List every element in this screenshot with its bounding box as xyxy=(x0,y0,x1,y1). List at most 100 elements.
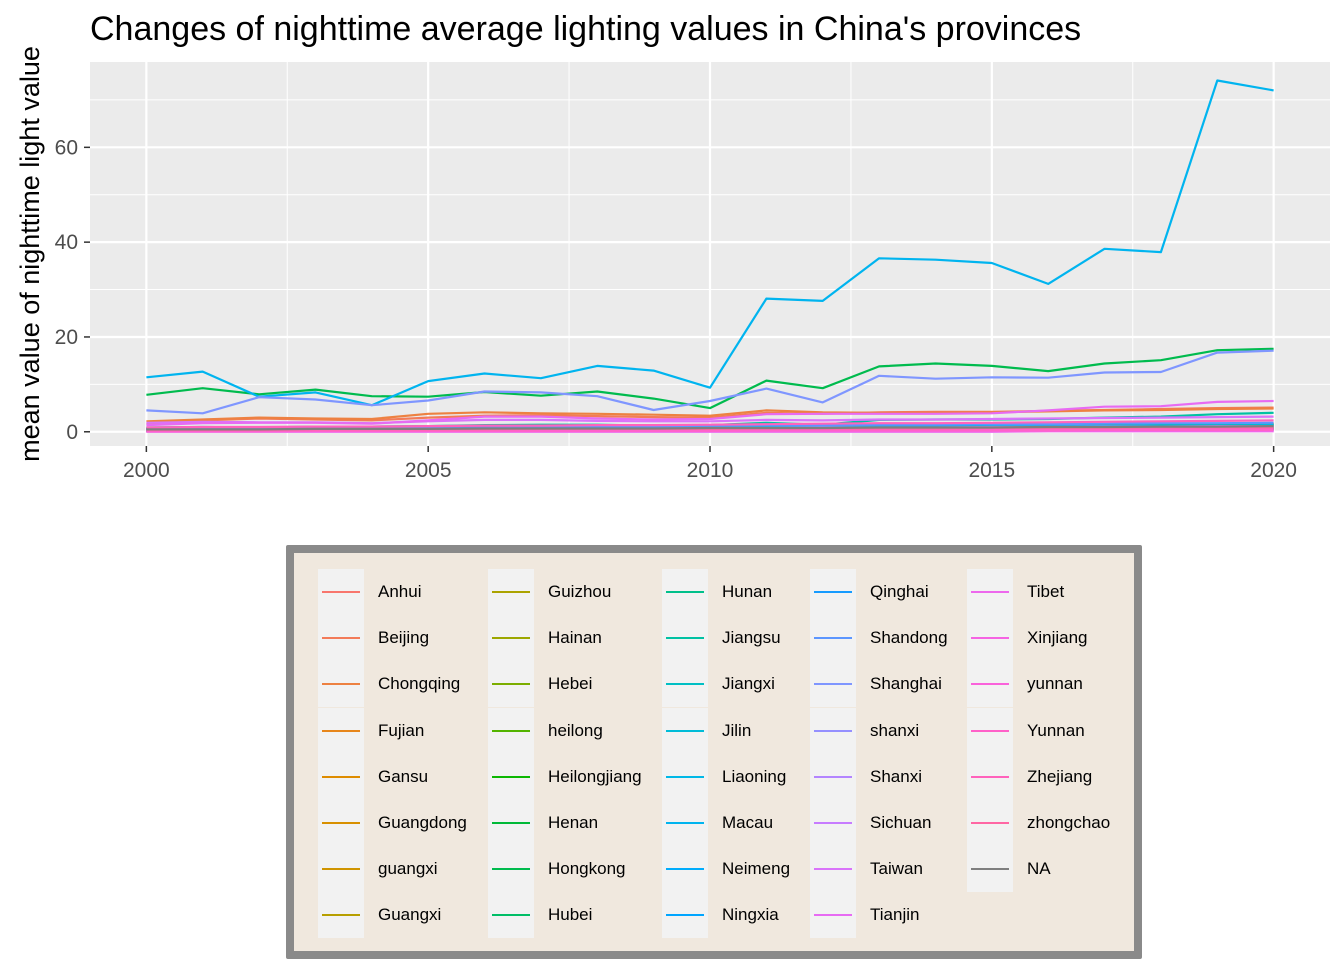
legend-key xyxy=(318,846,364,893)
legend-label: Guizhou xyxy=(548,582,612,601)
series-line-na xyxy=(146,425,1274,431)
legend-key xyxy=(967,753,1013,800)
legend-label: Hongkong xyxy=(548,859,626,879)
legend: Anhui Beijing Chongqing Fujian Gansu Guangdon… xyxy=(286,545,1142,959)
legend-swatch xyxy=(971,868,1009,871)
legend-swatch xyxy=(814,637,852,640)
legend-swatch xyxy=(971,775,1009,778)
legend-swatch xyxy=(322,683,360,686)
legend-label: Shandong xyxy=(870,628,948,648)
legend-swatch xyxy=(814,914,852,917)
legend-item-guangdong: Guangdong xyxy=(318,800,467,846)
legend-label: Neimeng xyxy=(722,859,791,879)
legend-key xyxy=(967,569,1013,615)
legend-swatch xyxy=(492,868,530,871)
legend-swatch xyxy=(666,591,704,593)
legend-swatch xyxy=(492,822,530,824)
legend-swatch xyxy=(492,914,530,917)
legend-item-xinjiang: Xinjiang xyxy=(967,615,1088,662)
series-line-macau xyxy=(146,79,1274,407)
legend-swatch xyxy=(814,822,852,824)
legend-item-hongkong: Hongkong xyxy=(488,846,626,893)
chart-title: Changes of nighttime average lighting va… xyxy=(90,10,1081,48)
x-tick-label: 2020 xyxy=(1250,459,1297,482)
legend-label: Henan xyxy=(548,813,599,832)
legend-label: Yunnan xyxy=(1027,720,1085,740)
legend-key xyxy=(810,661,856,708)
legend-swatch xyxy=(492,637,530,640)
legend-item-heilongjiang: Heilongjiang xyxy=(488,753,642,800)
legend-item-shanghai: Shanghai xyxy=(810,661,942,708)
legend-item-hebei: Hebei xyxy=(488,661,593,708)
legend-label: Guangdong xyxy=(378,813,467,832)
legend-key xyxy=(662,753,708,800)
legend-label: Beijing xyxy=(378,628,430,648)
legend-key xyxy=(810,846,856,893)
legend-swatch xyxy=(322,914,360,917)
legend-label: Xinjiang xyxy=(1027,628,1088,648)
legend-swatch xyxy=(666,868,704,871)
legend-item-beijing: Beijing xyxy=(318,615,430,662)
legend-key xyxy=(318,661,364,708)
legend-item-tibet: Tibet xyxy=(967,569,1064,615)
legend-label: Shanxi xyxy=(870,766,922,786)
line-chart: Changes of nighttime average lighting va… xyxy=(15,10,1330,482)
legend-label: Zhejiang xyxy=(1027,766,1093,786)
legend-label: Fujian xyxy=(378,720,425,740)
legend-label: Ningxia xyxy=(722,905,779,925)
legend-swatch xyxy=(971,729,1009,732)
legend-key xyxy=(488,615,534,662)
legend-swatch xyxy=(814,729,852,732)
legend-key xyxy=(662,892,708,939)
legend-swatch xyxy=(971,637,1009,640)
legend-key xyxy=(662,661,708,708)
legend-key xyxy=(810,800,856,846)
legend-item-qinghai: Qinghai xyxy=(810,569,929,615)
legend-key xyxy=(488,707,534,754)
legend-swatch xyxy=(814,775,852,778)
series-line-chongqing xyxy=(146,407,1274,423)
y-tick-label: 0 xyxy=(66,421,78,444)
legend-item-shanxi: Shanxi xyxy=(810,753,922,800)
legend-key xyxy=(662,846,708,893)
series-line-tianjin xyxy=(146,399,1274,427)
legend-key xyxy=(810,892,856,939)
legend-key xyxy=(967,800,1013,846)
legend-swatch xyxy=(666,637,704,640)
legend-label: Heilongjiang xyxy=(548,766,642,786)
legend-item-hainan: Hainan xyxy=(488,615,602,662)
legend-label: Qinghai xyxy=(870,582,929,601)
legend-label: Jiangsu xyxy=(722,628,781,648)
legend-swatch xyxy=(971,683,1009,686)
legend-swatch xyxy=(322,591,360,593)
legend-swatch xyxy=(666,914,704,917)
x-tick-label: 2010 xyxy=(687,459,734,482)
legend-key xyxy=(488,800,534,846)
legend-swatch xyxy=(322,868,360,871)
legend-label: shanxi xyxy=(870,720,920,740)
legend-key xyxy=(318,892,364,939)
legend-swatch xyxy=(492,729,530,732)
legend-item-tianjin: Tianjin xyxy=(810,892,920,939)
legend-swatch xyxy=(322,729,360,732)
y-tick-label: 20 xyxy=(55,326,78,349)
legend-key xyxy=(662,615,708,662)
legend-item-macau: Macau xyxy=(662,800,773,846)
legend-swatch xyxy=(666,775,704,778)
legend-item-shanxi: shanxi xyxy=(810,707,920,754)
legend-key xyxy=(662,800,708,846)
legend-label: Hubei xyxy=(548,905,593,925)
legend-swatch xyxy=(666,729,704,732)
legend-swatch xyxy=(492,775,530,778)
legend-label: Tianjin xyxy=(870,905,920,925)
series-lines xyxy=(146,79,1274,433)
legend-key xyxy=(488,661,534,708)
legend-key xyxy=(967,661,1013,708)
legend-item-guangxi: guangxi xyxy=(318,846,438,893)
legend-item-taiwan: Taiwan xyxy=(810,846,923,893)
legend-key xyxy=(810,615,856,662)
x-tick-label: 2015 xyxy=(968,459,1015,482)
legend-label: Anhui xyxy=(378,582,422,601)
legend-label: Hebei xyxy=(548,674,593,694)
legend-swatch xyxy=(814,683,852,686)
